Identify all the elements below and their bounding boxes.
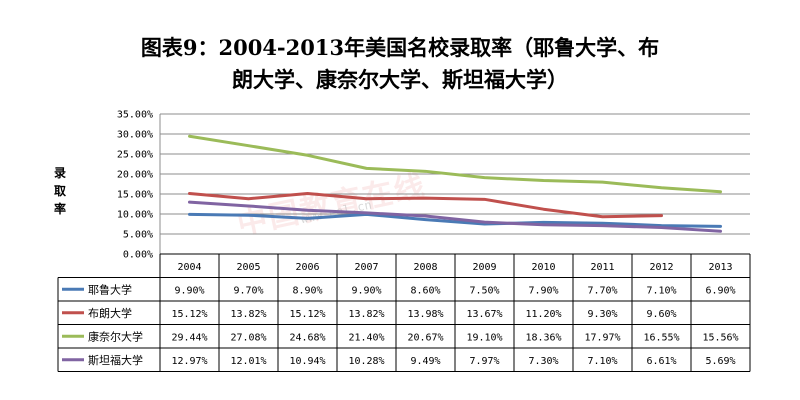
data-label: 13.98%: [407, 309, 443, 320]
data-label: 7.30%: [528, 356, 558, 367]
data-label: 10.94%: [289, 356, 325, 367]
data-label: 27.08%: [230, 332, 266, 343]
x-tick-label: 2009: [472, 262, 496, 273]
data-label: 17.97%: [584, 332, 620, 343]
data-label: 13.82%: [348, 309, 384, 320]
chart-title: 图表9：2004-2013年美国名校录取率（耶鲁大学、布 朗大学、康奈尔大学、斯…: [0, 32, 800, 96]
data-label: 8.90%: [292, 285, 322, 296]
x-tick-label: 2004: [177, 262, 201, 273]
x-tick-label: 2006: [295, 262, 319, 273]
data-label: 6.61%: [646, 356, 676, 367]
series-line: [188, 200, 722, 233]
y-tick-label: 35.00%: [117, 110, 153, 121]
data-label: 7.10%: [587, 356, 617, 367]
x-tick-label: 2011: [590, 262, 614, 273]
data-label: 9.90%: [174, 285, 204, 296]
data-label: 9.70%: [233, 285, 263, 296]
data-label: 6.90%: [705, 285, 735, 296]
x-tick-label: 2012: [649, 262, 673, 273]
y-axis-label-char: 取: [53, 184, 66, 198]
data-label: 9.49%: [410, 356, 440, 367]
y-tick-label: 25.00%: [117, 150, 153, 161]
series-line: [188, 192, 663, 219]
data-label: 7.50%: [469, 285, 499, 296]
y-axis-label-char: 率: [53, 202, 66, 216]
data-label: 7.97%: [469, 356, 499, 367]
data-label: 8.60%: [410, 285, 440, 296]
data-label: 15.12%: [289, 309, 325, 320]
y-tick-label: 15.00%: [117, 190, 153, 201]
data-label: 7.10%: [646, 285, 676, 296]
data-label: 15.12%: [171, 309, 207, 320]
x-tick-label: 2010: [531, 262, 555, 273]
data-label: 18.36%: [525, 332, 561, 343]
data-label: 20.67%: [407, 332, 443, 343]
legend-label: 耶鲁大学: [88, 282, 132, 296]
y-tick-label: 20.00%: [117, 170, 153, 181]
data-label: 11.20%: [525, 309, 561, 320]
y-tick-label: 0.00%: [123, 250, 153, 261]
x-tick-label: 2013: [708, 262, 732, 273]
data-label: 13.82%: [230, 309, 266, 320]
legend-label: 布朗大学: [88, 306, 132, 320]
data-label: 12.97%: [171, 356, 207, 367]
data-label: 9.30%: [587, 309, 617, 320]
data-label: 12.01%: [230, 356, 266, 367]
data-label: 9.90%: [351, 285, 381, 296]
data-label: 7.90%: [528, 285, 558, 296]
legend-label: 康奈尔大学: [88, 329, 143, 343]
data-label: 10.28%: [348, 356, 384, 367]
legend-label: 斯坦福大学: [88, 353, 143, 367]
x-tick-label: 2005: [236, 262, 260, 273]
chart-title-line-1: 图表9：2004-2013年美国名校录取率（耶鲁大学、布: [140, 35, 660, 60]
data-label: 24.68%: [289, 332, 325, 343]
data-label: 29.44%: [171, 332, 207, 343]
y-tick-label: 5.00%: [123, 230, 153, 241]
data-label: 16.55%: [643, 332, 679, 343]
y-tick-label: 10.00%: [117, 210, 153, 221]
y-axis-label-char: 录: [53, 166, 66, 180]
y-tick-label: 30.00%: [117, 130, 153, 141]
series-line: [188, 134, 722, 194]
data-label: 7.70%: [587, 285, 617, 296]
data-label: 13.67%: [466, 309, 502, 320]
chart-title-line-2: 朗大学、康奈尔大学、斯坦福大学）: [232, 67, 568, 92]
y-axis-label: 录 取 率: [52, 164, 68, 218]
data-label: 19.10%: [466, 332, 502, 343]
data-label: 15.56%: [702, 332, 738, 343]
series-line: [188, 212, 722, 228]
data-label: 9.60%: [646, 309, 676, 320]
x-tick-label: 2007: [354, 262, 378, 273]
data-label: 5.69%: [705, 356, 735, 367]
data-label: 21.40%: [348, 332, 384, 343]
x-tick-label: 2008: [413, 262, 437, 273]
